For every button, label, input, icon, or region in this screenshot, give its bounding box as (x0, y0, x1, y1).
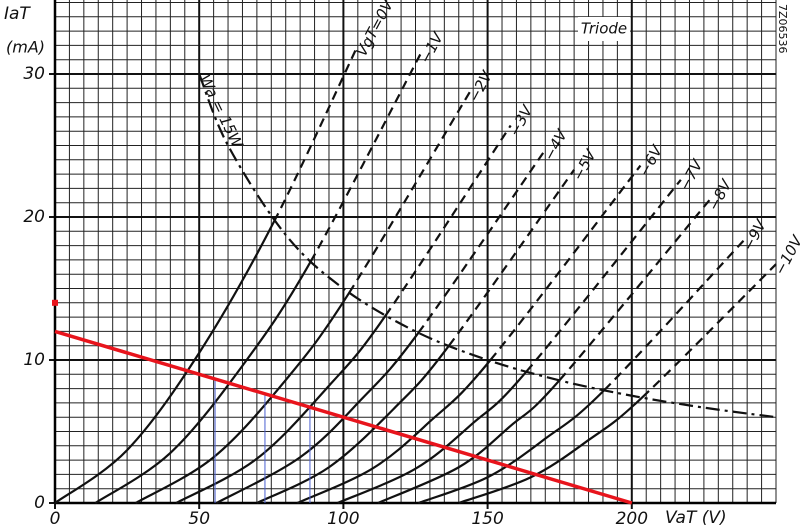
curve (54, 44, 359, 504)
curve (296, 164, 642, 505)
y-tick-label: 0 (34, 493, 45, 513)
curve (418, 239, 746, 505)
chart-title: Triode (581, 20, 627, 38)
power-curve (198, 73, 777, 419)
side-text: 7Z06536 (776, 4, 789, 54)
power-curve-label: Wa = 15W (196, 72, 247, 152)
curve-label: VgT=0V (352, 0, 397, 59)
curve (135, 90, 472, 504)
curve (175, 124, 512, 504)
x-tick-label: 200 (616, 509, 648, 529)
x-axis-label: VaT (V) (665, 508, 727, 528)
x-label-box (660, 506, 740, 528)
y-axis-unit: (mA) (6, 38, 45, 57)
curve (256, 169, 576, 504)
y-tick-label: 10 (23, 350, 45, 370)
curve-label: −2V (465, 67, 497, 106)
plot: VgT=0V −1V−2V−3V−4V−5V −6V −7V−8V−9V −10VWa … (52, 0, 800, 505)
marker (52, 299, 58, 306)
curve-label: −3V (505, 101, 537, 140)
x-tick-label: 50 (188, 509, 210, 529)
curve (215, 149, 547, 504)
y-tick-label: 20 (23, 207, 45, 227)
curve (458, 263, 777, 505)
curve-label: −1V (416, 28, 448, 67)
y-tick-label: 30 (23, 64, 45, 84)
load-line (54, 329, 633, 505)
curve-label: −9V (739, 215, 771, 254)
y-axis-label: IaT (4, 4, 31, 24)
x-tick-label: 100 (327, 509, 359, 529)
curve-label: −8V (704, 175, 736, 214)
curve (94, 52, 423, 504)
curve-label: −5V (569, 145, 601, 184)
grid (49, 0, 777, 509)
title-box (578, 17, 630, 41)
curve-label: −10V (771, 231, 800, 278)
x-tick-label: 0 (50, 509, 61, 529)
curve (377, 199, 711, 505)
x-tick-label: 150 (471, 509, 503, 529)
curve (337, 179, 682, 505)
